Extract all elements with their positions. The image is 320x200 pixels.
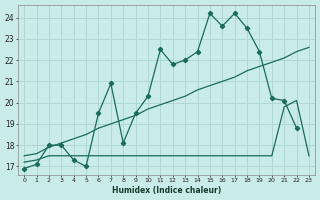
X-axis label: Humidex (Indice chaleur): Humidex (Indice chaleur) — [112, 186, 221, 195]
